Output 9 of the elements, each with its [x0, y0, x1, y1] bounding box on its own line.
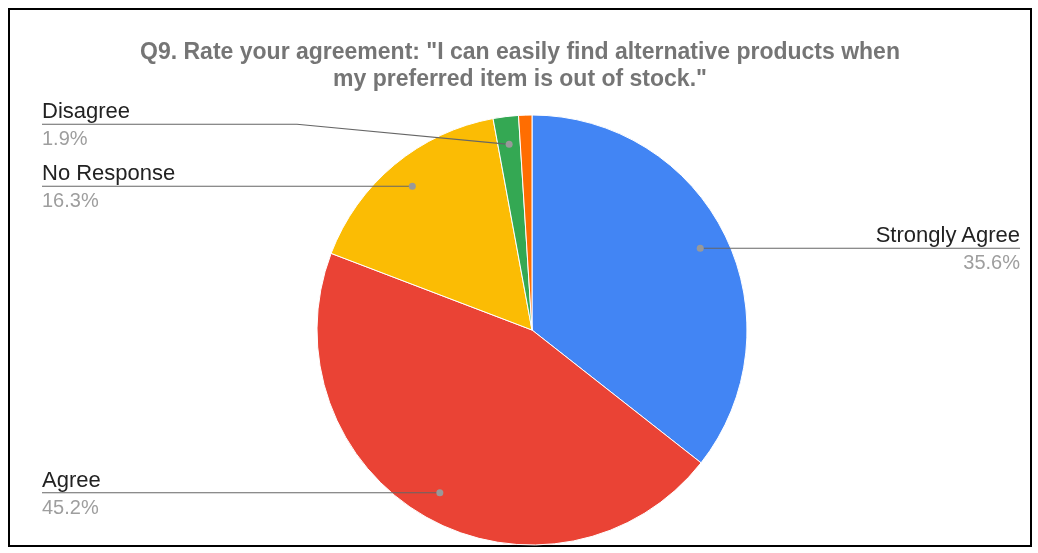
slice-label: Agree [42, 466, 101, 492]
data-label: 16.3% [42, 189, 99, 212]
slice-label: Strongly Agree [875, 222, 1020, 248]
slice-label: No Response [42, 160, 176, 186]
data-label: 35.6% [963, 251, 1021, 274]
chart-title: Q9. Rate your agreement: "I can easily find alternative products when my preferred item is out of stock." [139, 38, 901, 92]
data-label: 45.2% [42, 495, 99, 518]
slice-label: Disagree [42, 98, 131, 124]
data-label: 1.9% [42, 127, 88, 150]
